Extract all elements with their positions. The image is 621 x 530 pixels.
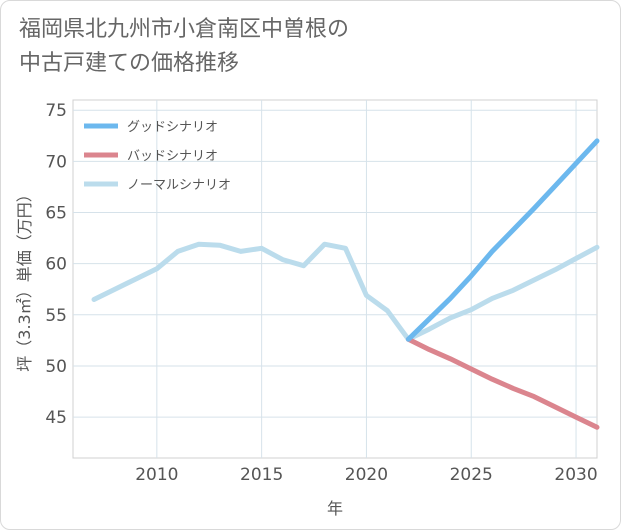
y-axis-label: 坪（3.3㎡）単価（万円） bbox=[15, 186, 34, 371]
y-tick-label: 50 bbox=[45, 357, 67, 377]
y-tick-label: 65 bbox=[45, 204, 67, 224]
y-tick-label: 55 bbox=[45, 306, 67, 326]
y-tick-label: 70 bbox=[45, 152, 67, 172]
y-tick-label: 60 bbox=[45, 255, 67, 275]
chart-title: 福岡県北九州市小倉南区中曽根の 中古戸建ての価格推移 bbox=[19, 13, 349, 81]
legend-label: グッドシナリオ bbox=[127, 120, 218, 135]
x-tick-label: 2025 bbox=[450, 465, 493, 485]
x-axis-label: 年 bbox=[327, 499, 343, 518]
series-line-1 bbox=[405, 336, 600, 430]
series-line-0 bbox=[405, 138, 600, 342]
x-tick-label: 2010 bbox=[135, 465, 178, 485]
x-tick-label: 2020 bbox=[345, 465, 388, 485]
chart-title-line-1: 福岡県北九州市小倉南区中曽根の bbox=[19, 17, 350, 42]
y-tick-label: 75 bbox=[45, 101, 67, 121]
series-line-2 bbox=[91, 241, 600, 342]
legend-label: ノーマルシナリオ bbox=[127, 178, 231, 193]
x-tick-label: 2030 bbox=[554, 465, 597, 485]
x-tick-label: 2015 bbox=[240, 465, 283, 485]
chart-title-line-2: 中古戸建ての価格推移 bbox=[19, 51, 240, 76]
y-tick-label: 45 bbox=[45, 408, 67, 428]
legend-label: バッドシナリオ bbox=[127, 149, 218, 164]
plot-area bbox=[72, 99, 598, 459]
